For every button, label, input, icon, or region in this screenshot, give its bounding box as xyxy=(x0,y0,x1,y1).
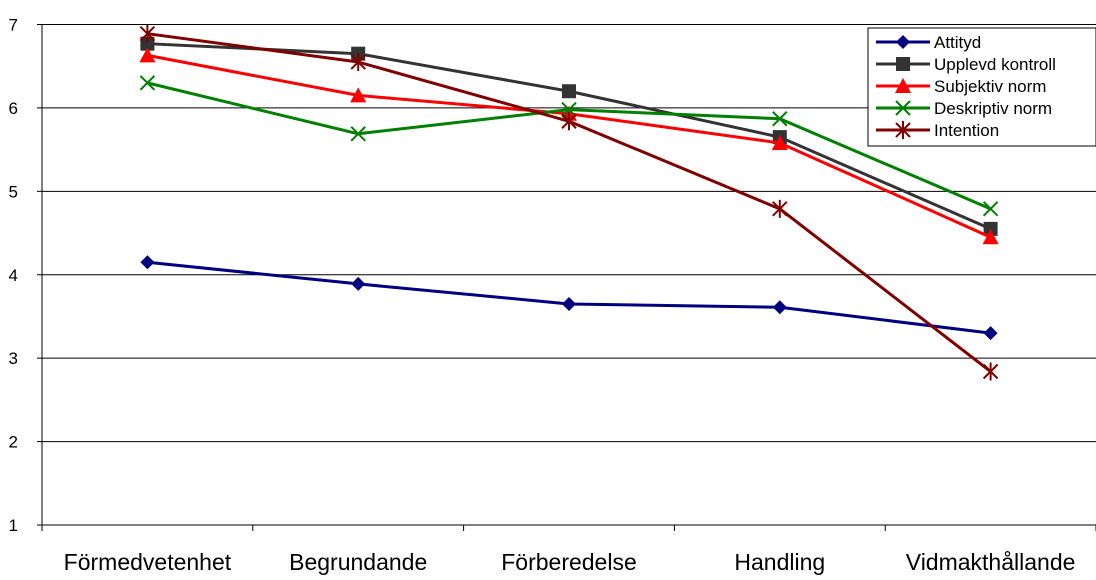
data-point xyxy=(771,134,788,150)
legend-label: Attityd xyxy=(934,33,981,52)
y-tick-label: 4 xyxy=(9,266,18,285)
data-point xyxy=(982,201,999,217)
legend-marker xyxy=(896,35,910,49)
y-tick-label: 2 xyxy=(9,433,18,452)
y-tick-label: 6 xyxy=(9,99,18,118)
data-point xyxy=(561,112,577,131)
tick-labels: 1 2 3 4 5 6 7 Förmedvetenhet Begrundande Förbered… xyxy=(9,16,1076,576)
x-tick-label: Förmedvetenhet xyxy=(64,549,232,575)
series-line xyxy=(147,53,992,239)
data-point xyxy=(772,300,787,315)
data-point xyxy=(772,111,788,127)
marker-stroke xyxy=(139,75,156,91)
marker-stroke xyxy=(350,126,366,142)
y-tick-label: 5 xyxy=(9,182,18,201)
legend-marker xyxy=(895,121,911,139)
data-point xyxy=(140,36,155,51)
series-line xyxy=(147,42,992,231)
data-point xyxy=(139,47,156,63)
data-point xyxy=(139,24,156,43)
legend-entry: Intention xyxy=(876,121,999,140)
data-point xyxy=(350,53,366,72)
y-tick-label: 3 xyxy=(9,349,18,368)
data-point xyxy=(139,75,156,91)
series-intention xyxy=(139,24,999,381)
legend-marker xyxy=(896,57,910,71)
legend-marker xyxy=(895,78,911,93)
data-point xyxy=(982,229,999,245)
data-point xyxy=(983,221,998,236)
marker-stroke xyxy=(982,201,999,217)
legend-entry: Upplevd kontroll xyxy=(876,55,1056,74)
data-point xyxy=(562,84,576,99)
legend-label: Upplevd kontroll xyxy=(934,55,1056,74)
legend-entry: Subjektiv norm xyxy=(876,77,1046,96)
marker-stroke xyxy=(772,111,788,127)
marker-stroke xyxy=(895,100,911,116)
x-tick-label: Begrundande xyxy=(289,549,427,575)
x-tick-label: Vidmakthållande xyxy=(906,549,1076,575)
x-tick-label: Förberedelse xyxy=(501,549,637,575)
legend-marker xyxy=(895,100,911,116)
series-attityd xyxy=(140,255,998,341)
legend-label: Deskriptiv norm xyxy=(934,99,1052,118)
data-point xyxy=(982,362,999,381)
legend-label: Subjektiv norm xyxy=(934,77,1046,96)
data-point xyxy=(561,101,577,118)
legend-entry: Deskriptiv norm xyxy=(876,99,1052,118)
data-point xyxy=(351,276,366,291)
data-point xyxy=(562,296,576,311)
x-tick-label: Handling xyxy=(734,549,825,575)
marker-stroke xyxy=(561,101,577,118)
y-tick-label: 1 xyxy=(9,516,18,535)
data-point xyxy=(140,255,155,270)
series-lines xyxy=(139,24,999,381)
legend-entry: Attityd xyxy=(876,33,981,52)
y-tick-label: 7 xyxy=(9,16,18,35)
legend: Attityd Upplevd kontroll Subjektiv norm Des… xyxy=(867,27,1096,147)
data-point xyxy=(350,126,366,142)
data-point xyxy=(772,199,788,218)
data-point xyxy=(983,326,998,341)
series-deskriptiv-norm xyxy=(139,75,999,217)
legend-label: Intention xyxy=(934,121,999,140)
axes xyxy=(37,24,1096,531)
data-point xyxy=(350,87,367,103)
series-line xyxy=(147,81,992,211)
